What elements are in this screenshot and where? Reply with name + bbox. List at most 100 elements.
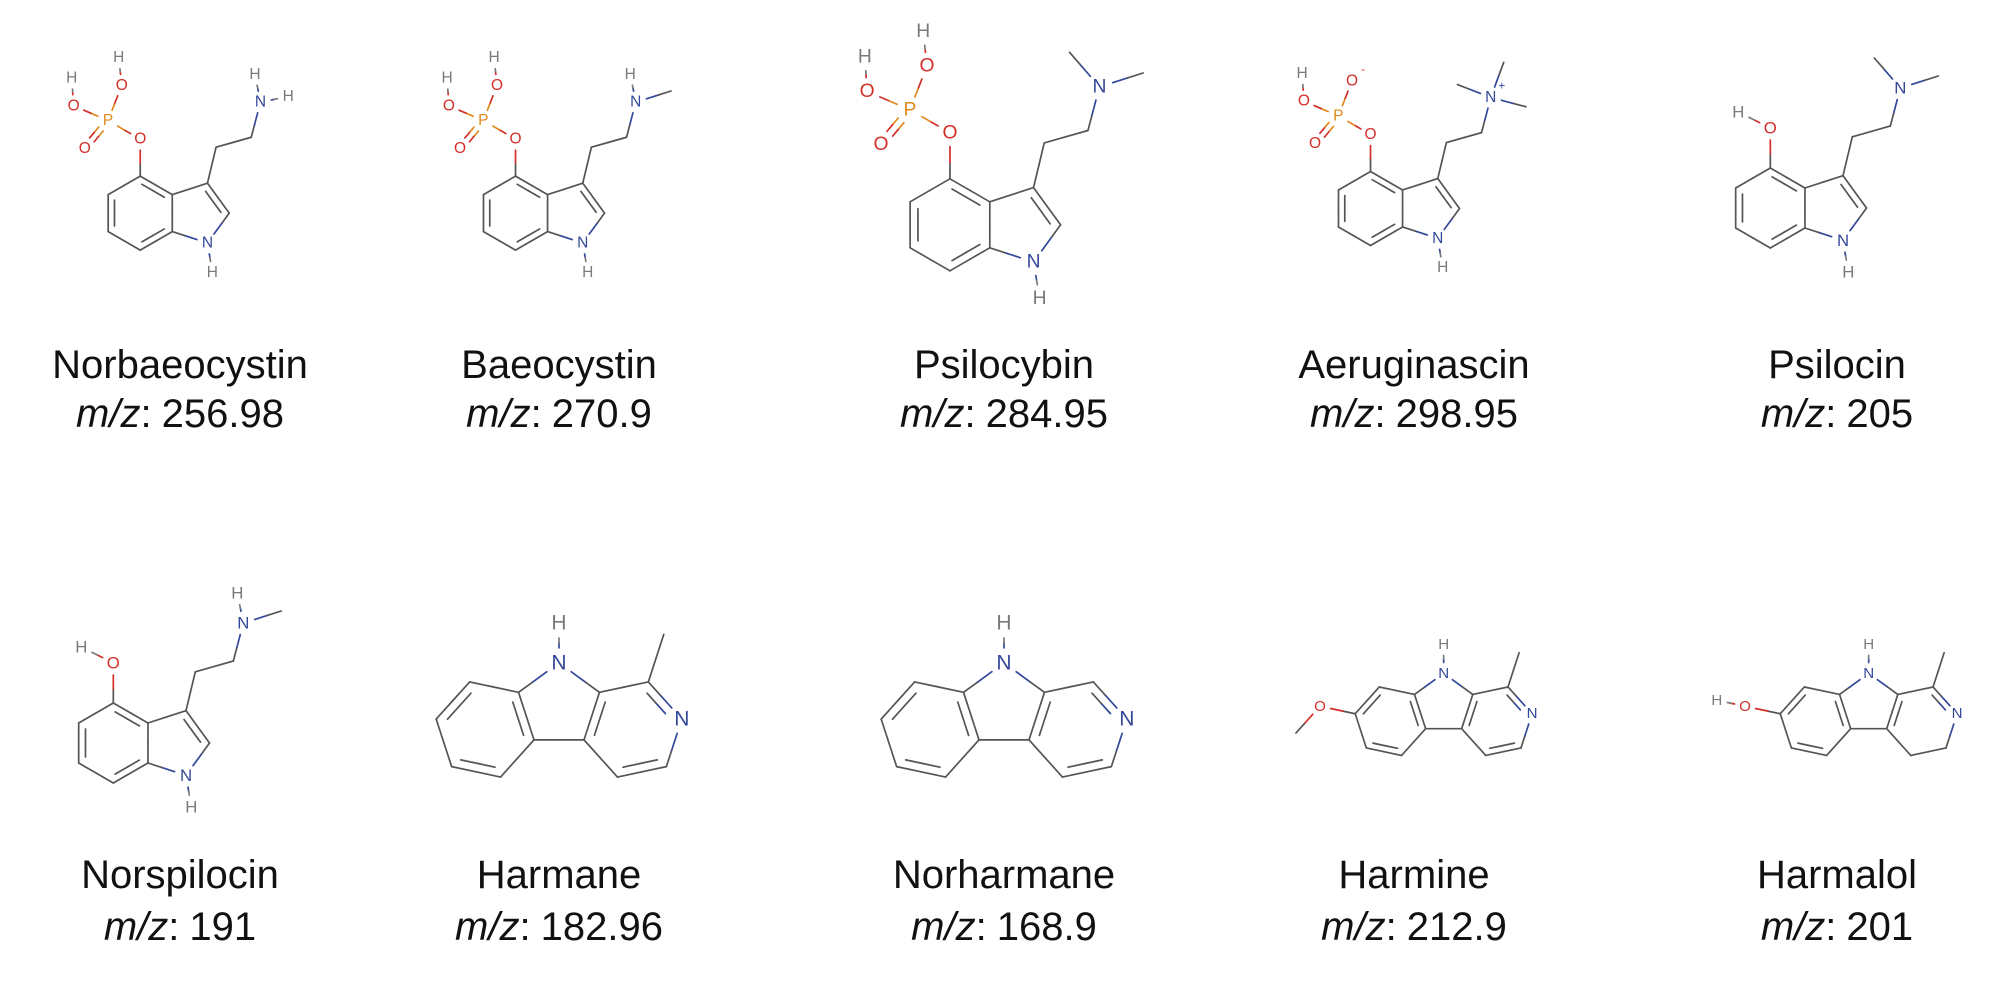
bond — [152, 189, 166, 199]
bond — [590, 691, 601, 717]
bond — [1353, 235, 1372, 247]
bond — [1337, 179, 1356, 191]
bond — [888, 742, 898, 768]
bond — [97, 130, 105, 138]
bond — [1439, 252, 1442, 258]
bond — [1791, 686, 1806, 702]
bond — [475, 770, 502, 778]
bond — [1786, 227, 1806, 239]
mz-label: m/z: 270.9 — [466, 392, 652, 436]
atom-label: N — [1837, 231, 1849, 250]
bond — [482, 230, 501, 242]
bond — [1436, 177, 1450, 195]
bond — [1419, 177, 1439, 186]
bond — [921, 115, 931, 123]
mz-value: 212.9 — [1407, 905, 1507, 949]
bond — [1010, 186, 1035, 196]
bond — [1028, 739, 1047, 760]
bond — [1303, 713, 1314, 725]
bond — [581, 182, 595, 199]
atom-label: N — [1527, 705, 1538, 722]
bond — [917, 78, 923, 89]
bond — [446, 705, 461, 721]
bond — [492, 125, 501, 131]
atom-label: H — [249, 66, 260, 83]
bond — [452, 681, 471, 702]
bond — [1515, 695, 1526, 707]
bond — [514, 240, 533, 251]
bond — [897, 681, 916, 702]
bond — [1500, 99, 1515, 105]
bond — [1838, 712, 1845, 727]
atom-label: O — [1298, 93, 1310, 110]
bond — [209, 256, 212, 263]
bond — [1932, 669, 1940, 688]
bond — [1842, 174, 1856, 193]
bond — [1320, 107, 1329, 113]
atom-label: H — [1296, 65, 1307, 82]
bond — [1035, 279, 1039, 286]
bond — [1468, 88, 1482, 95]
bond — [464, 131, 471, 139]
bond — [546, 230, 561, 237]
bond — [596, 212, 606, 225]
compound-name: Aeruginascin — [1298, 343, 1529, 387]
bond — [482, 184, 501, 196]
bond — [1502, 747, 1522, 753]
mz-label: m/z: 191 — [104, 905, 256, 949]
bond — [956, 701, 965, 720]
bond — [111, 102, 116, 112]
bond — [1520, 735, 1526, 749]
atom-label: N — [237, 614, 249, 633]
bond — [1846, 135, 1854, 158]
bond — [1752, 237, 1772, 249]
mz-separator: : — [964, 392, 975, 436]
atom-label: P — [903, 99, 916, 120]
bond — [944, 757, 964, 778]
bond — [1753, 119, 1761, 124]
bond — [1384, 744, 1399, 750]
atom-label: O — [860, 81, 875, 102]
bond — [647, 657, 657, 683]
bond — [1413, 712, 1420, 727]
atom-label: H — [916, 21, 930, 42]
bond — [1032, 186, 1048, 208]
atom-label: H — [1842, 263, 1854, 282]
bond — [1838, 693, 1846, 713]
bond — [517, 717, 525, 737]
atom-label: N — [1952, 705, 1963, 722]
bond — [1790, 747, 1810, 753]
mz-separator: : — [531, 392, 542, 436]
atom-label: H — [625, 66, 636, 83]
bond — [1382, 223, 1396, 232]
bond — [628, 111, 634, 126]
mz-label: m/z: 182.96 — [455, 905, 663, 949]
bond — [1838, 686, 1851, 696]
bond — [1726, 701, 1732, 705]
mz-prefix: m/z — [1761, 905, 1825, 949]
atom-label: N — [1438, 665, 1449, 682]
bond — [499, 757, 519, 778]
bond — [116, 125, 125, 131]
molecule: NHN — [435, 611, 689, 778]
bond — [1084, 759, 1104, 765]
bond — [1472, 741, 1487, 757]
bond — [887, 99, 899, 106]
bond — [1460, 727, 1475, 743]
bond — [909, 246, 931, 261]
bond — [1734, 177, 1754, 189]
bond — [213, 222, 223, 235]
bond — [659, 694, 673, 709]
mz-value: 182.96 — [541, 905, 663, 949]
bond — [1028, 715, 1038, 741]
bond — [625, 124, 631, 139]
atom-label: H — [185, 798, 197, 817]
bond — [1924, 75, 1940, 82]
bond — [598, 686, 625, 694]
bond — [527, 189, 541, 199]
atom-label: O — [509, 131, 521, 148]
mz-prefix: m/z — [1321, 905, 1385, 949]
bond — [1087, 114, 1093, 132]
mz-value: 168.9 — [997, 905, 1097, 949]
